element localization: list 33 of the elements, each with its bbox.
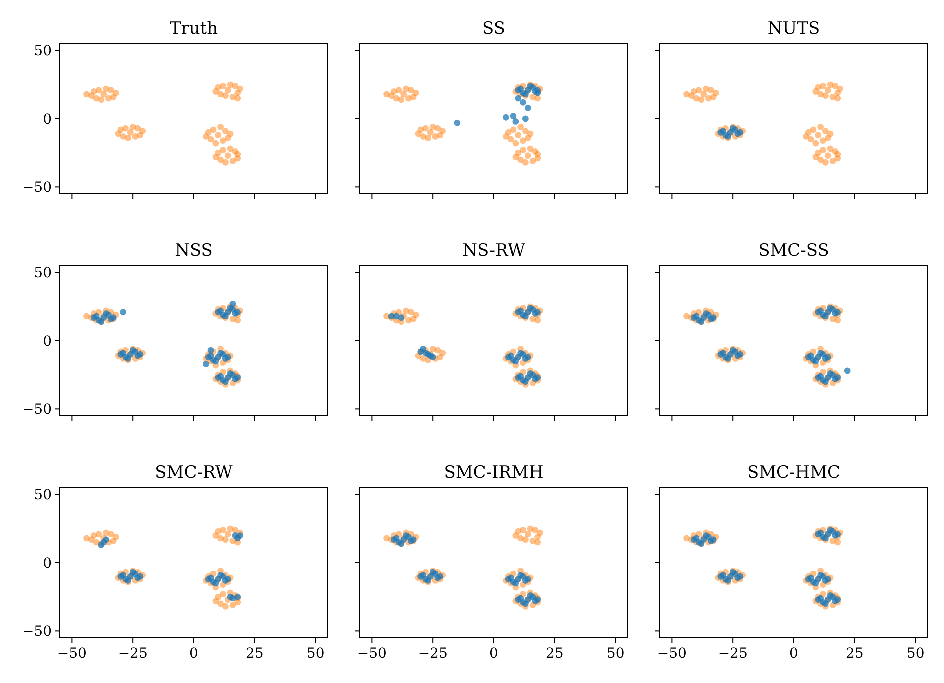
chart-title: NUTS [768,19,820,39]
x-tick-label: −50 [57,646,87,662]
chart-title: NSS [175,241,213,261]
x-tick-label: 25 [546,646,564,662]
x-tick-label: 0 [490,646,498,662]
x-tick-label: −25 [718,646,748,662]
x-tick-label: 0 [190,646,198,662]
x-tick-label: 0 [790,646,798,662]
chart-title: SMC-SS [758,241,830,261]
x-tick-label: −25 [418,646,448,662]
y-tick-label: −50 [22,624,52,640]
x-tick-label: −25 [118,646,148,662]
chart-title: NS-RW [462,241,526,261]
x-tick-label: 25 [246,646,264,662]
chart-title: SMC-IRMH [444,463,544,483]
x-tick-label: 50 [306,646,325,662]
chart-title: SMC-RW [155,463,234,483]
y-tick-label: −50 [22,402,52,418]
chart-title: SMC-HMC [747,463,841,483]
y-tick-label: 50 [34,266,52,282]
y-tick-label: 50 [34,488,52,504]
y-tick-label: 0 [43,334,52,350]
y-tick-label: −50 [22,180,52,196]
y-tick-label: 0 [43,112,52,128]
chart-title: SS [482,19,506,39]
x-tick-label: 25 [846,646,864,662]
x-tick-label: −50 [657,646,687,662]
x-tick-label: −50 [357,646,387,662]
chart-title: Truth [170,19,218,39]
y-tick-label: 0 [43,556,52,572]
x-tick-label: 50 [906,646,925,662]
y-tick-label: 50 [34,44,52,60]
x-tick-label: 50 [606,646,625,662]
